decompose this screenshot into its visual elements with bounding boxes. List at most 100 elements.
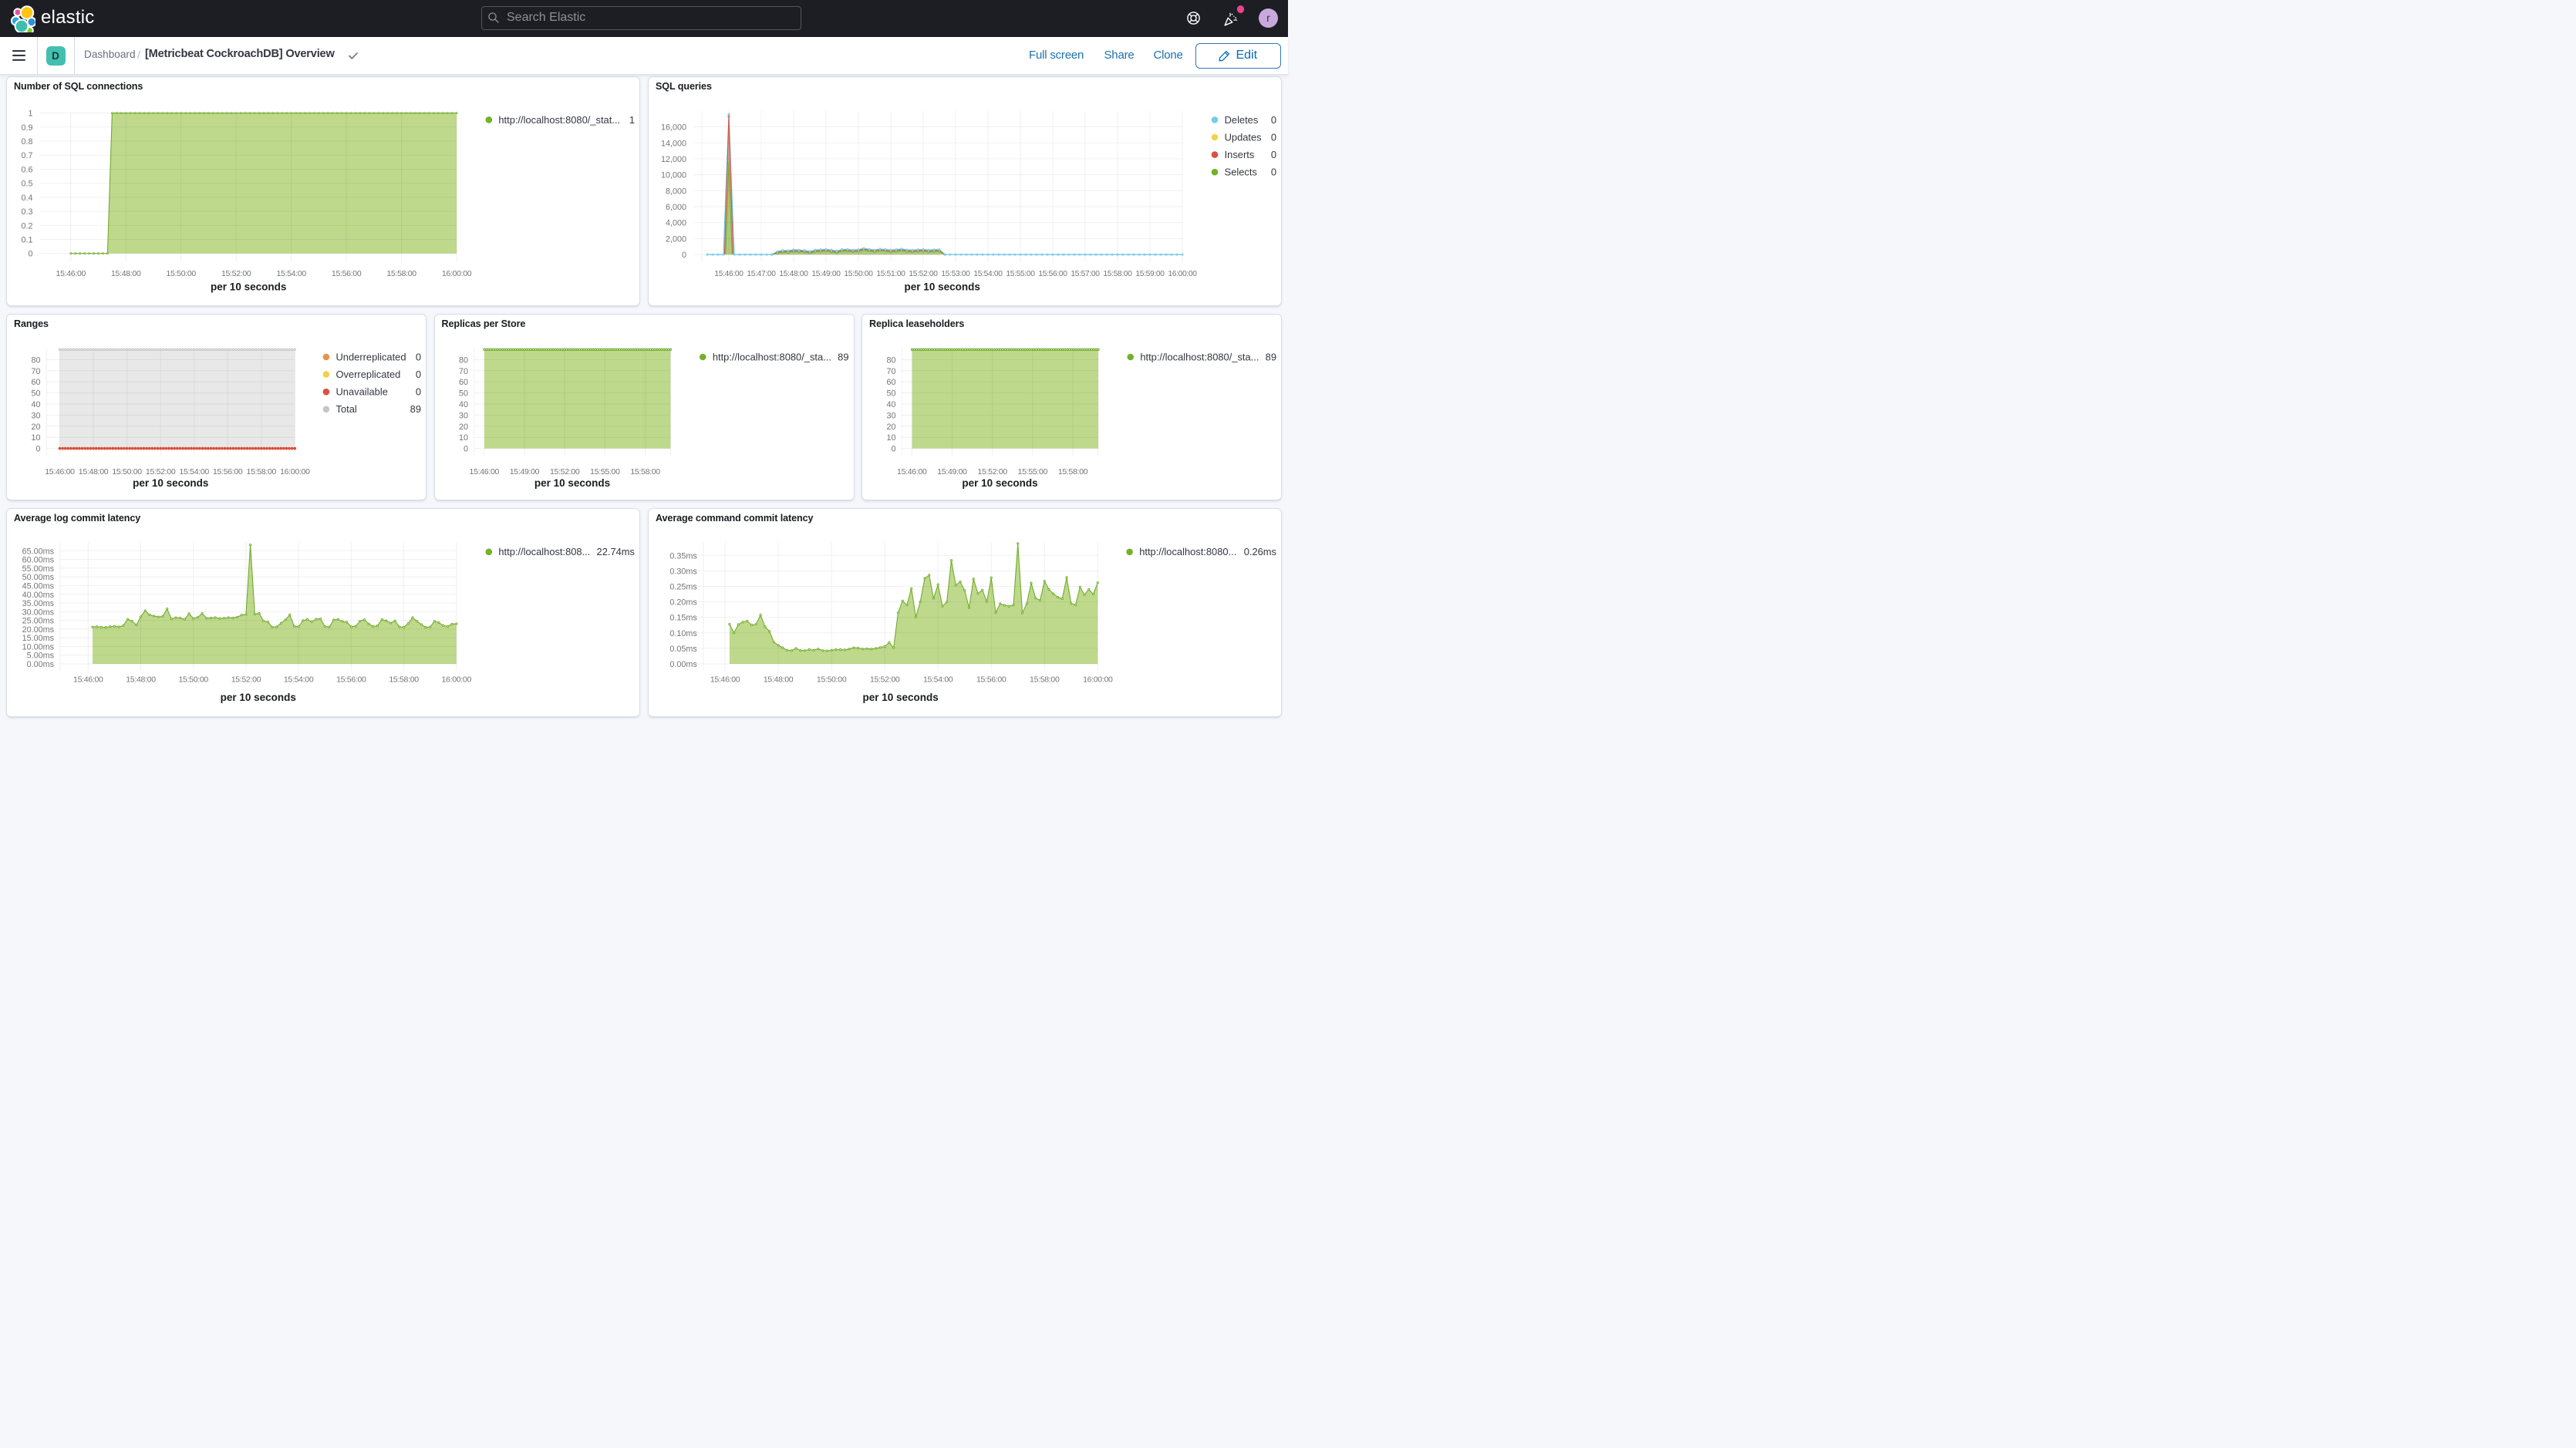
svg-text:per 10 seconds: per 10 seconds (211, 281, 286, 293)
svg-text:15:58:00: 15:58:00 (247, 467, 277, 476)
svg-text:20: 20 (31, 423, 40, 432)
svg-text:16:00:00: 16:00:00 (442, 675, 472, 685)
svg-text:15:46:00: 15:46:00 (56, 269, 86, 278)
svg-text:15:56:00: 15:56:00 (976, 675, 1006, 685)
svg-text:10: 10 (886, 433, 895, 443)
svg-text:15:54:00: 15:54:00 (923, 675, 953, 685)
svg-text:40: 40 (31, 400, 40, 409)
svg-text:15:50:00: 15:50:00 (817, 675, 847, 685)
svg-text:15:48:00: 15:48:00 (79, 467, 109, 476)
svg-text:15:52:00: 15:52:00 (977, 467, 1007, 476)
svg-text:per 10 seconds: per 10 seconds (534, 477, 610, 489)
svg-text:40: 40 (459, 400, 468, 409)
svg-text:15:52:00: 15:52:00 (870, 675, 900, 685)
svg-text:15:53:00: 15:53:00 (941, 270, 970, 278)
svg-text:0.30ms: 0.30ms (669, 567, 697, 576)
svg-text:50: 50 (31, 389, 40, 399)
svg-text:0: 0 (28, 250, 32, 259)
svg-text:0.2: 0.2 (21, 221, 32, 231)
svg-text:16:00:00: 16:00:00 (1083, 675, 1113, 685)
svg-text:Deletes: Deletes (1225, 114, 1259, 126)
svg-text:65.00ms: 65.00ms (22, 547, 55, 556)
svg-text:15:56:00: 15:56:00 (1038, 270, 1067, 278)
svg-text:89: 89 (410, 403, 421, 415)
svg-text:80: 80 (459, 355, 468, 365)
svg-text:0.6: 0.6 (21, 165, 32, 174)
svg-text:15:46:00: 15:46:00 (73, 675, 103, 685)
svg-text:0: 0 (891, 445, 895, 454)
svg-text:0.20ms: 0.20ms (669, 598, 697, 608)
svg-text:20.00ms: 20.00ms (22, 625, 55, 635)
svg-text:Selects: Selects (1225, 167, 1257, 178)
svg-text:15:57:00: 15:57:00 (1071, 270, 1100, 278)
svg-text:15:50:00: 15:50:00 (166, 269, 196, 278)
svg-text:0: 0 (1271, 167, 1276, 178)
svg-text:1: 1 (629, 114, 635, 126)
svg-text:Overreplicated: Overreplicated (336, 369, 401, 380)
svg-text:15:52:00: 15:52:00 (231, 675, 261, 685)
svg-text:15:46:00: 15:46:00 (897, 467, 927, 476)
svg-text:15:55:00: 15:55:00 (1018, 467, 1048, 476)
svg-text:0.05ms: 0.05ms (669, 645, 697, 654)
svg-text:16:00:00: 16:00:00 (442, 269, 472, 278)
svg-text:per 10 seconds: per 10 seconds (133, 477, 208, 489)
svg-text:15:59:00: 15:59:00 (1135, 270, 1165, 278)
svg-text:15:52:00: 15:52:00 (221, 269, 251, 278)
svg-text:10: 10 (459, 433, 468, 443)
svg-text:0.00ms: 0.00ms (669, 660, 697, 669)
svg-text:89: 89 (1266, 351, 1276, 362)
svg-text:30: 30 (886, 411, 895, 420)
svg-text:Total: Total (336, 403, 357, 415)
svg-text:15:52:00: 15:52:00 (146, 467, 176, 476)
svg-text:15:49:00: 15:49:00 (937, 467, 967, 476)
svg-text:0.10ms: 0.10ms (669, 629, 697, 638)
svg-text:15:52:00: 15:52:00 (909, 270, 938, 278)
svg-text:0.15ms: 0.15ms (669, 614, 697, 623)
svg-text:15:58:00: 15:58:00 (1030, 675, 1060, 685)
svg-text:10,000: 10,000 (661, 171, 686, 180)
svg-text:0.1: 0.1 (21, 235, 32, 244)
svg-text:15:49:00: 15:49:00 (510, 467, 540, 476)
svg-text:15:52:00: 15:52:00 (550, 467, 580, 476)
svg-text:6,000: 6,000 (666, 203, 686, 212)
svg-text:70: 70 (886, 367, 895, 376)
svg-text:15:56:00: 15:56:00 (213, 467, 243, 476)
svg-text:50: 50 (459, 389, 468, 399)
svg-text:15:58:00: 15:58:00 (1058, 467, 1088, 476)
svg-text:15:58:00: 15:58:00 (1103, 270, 1132, 278)
svg-text:16:00:00: 16:00:00 (1168, 270, 1197, 278)
svg-text:16:00:00: 16:00:00 (280, 467, 310, 476)
svg-text:0.4: 0.4 (21, 194, 32, 203)
svg-text:15:46:00: 15:46:00 (714, 270, 743, 278)
svg-text:15:58:00: 15:58:00 (630, 467, 660, 476)
svg-text:40.00ms: 40.00ms (22, 591, 55, 600)
svg-text:per 10 seconds: per 10 seconds (962, 477, 1037, 489)
svg-text:0: 0 (416, 369, 421, 380)
svg-text:Unavailable: Unavailable (336, 386, 388, 398)
svg-text:15:48:00: 15:48:00 (126, 675, 156, 685)
svg-text:8,000: 8,000 (666, 187, 686, 196)
svg-text:12,000: 12,000 (661, 155, 686, 164)
svg-text:0.9: 0.9 (21, 123, 32, 133)
svg-text:15:58:00: 15:58:00 (389, 675, 419, 685)
svg-text:15:48:00: 15:48:00 (779, 270, 808, 278)
svg-text:70: 70 (31, 367, 40, 376)
svg-text:20: 20 (459, 423, 468, 432)
svg-text:http://localhost:808...: http://localhost:808... (498, 546, 590, 557)
svg-text:per 10 seconds: per 10 seconds (221, 692, 296, 703)
svg-text:15:56:00: 15:56:00 (336, 675, 366, 685)
svg-text:15:50:00: 15:50:00 (112, 467, 142, 476)
svg-text:per 10 seconds: per 10 seconds (905, 281, 980, 293)
svg-text:80: 80 (886, 355, 895, 365)
svg-text:15:58:00: 15:58:00 (386, 269, 416, 278)
svg-text:10: 10 (31, 433, 40, 443)
svg-text:0.7: 0.7 (21, 151, 32, 160)
svg-text:0.5: 0.5 (21, 180, 32, 189)
svg-text:0: 0 (1271, 149, 1276, 160)
svg-text:45.00ms: 45.00ms (22, 581, 55, 591)
svg-text:0: 0 (1271, 114, 1276, 126)
svg-text:14,000: 14,000 (661, 139, 686, 148)
svg-text:15:50:00: 15:50:00 (178, 675, 208, 685)
svg-text:0.25ms: 0.25ms (669, 583, 697, 592)
svg-text:15:51:00: 15:51:00 (876, 270, 905, 278)
